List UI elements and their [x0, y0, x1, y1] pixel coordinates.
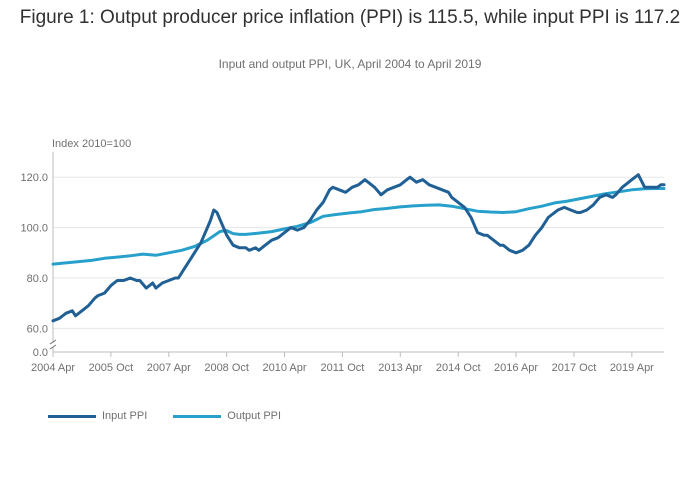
- legend-swatch: [173, 414, 222, 418]
- chart-subtitle: Input and output PPI, UK, April 2004 to …: [218, 57, 482, 71]
- y-tick-label: 0.0: [33, 347, 48, 359]
- x-tick-label: 2010 Apr: [263, 362, 307, 374]
- axis-break-mark: [49, 344, 57, 350]
- axes: 0.0 60.0 80.0 100.0 120.0 Index 2010=100 2004 …: [20, 138, 654, 374]
- x-tick-label: 2016 Apr: [494, 362, 538, 374]
- x-tick-label: 2004 Apr: [31, 362, 75, 374]
- legend-label: Input PPI: [102, 410, 148, 422]
- x-tick-label: 2007 Apr: [147, 362, 191, 374]
- legend-item-input-ppi[interactable]: Input PPI: [48, 410, 147, 422]
- axis-break-mark: [49, 339, 57, 345]
- legend: Input PPI Output PPI: [48, 410, 307, 422]
- x-tick-label: 2011 Oct: [321, 362, 365, 374]
- x-tick-label: 2014 Oct: [436, 362, 481, 374]
- x-tick-label: 2017 Oct: [552, 362, 597, 374]
- y-tick-label: 100.0: [20, 223, 48, 235]
- x-tick-label: 2013 Apr: [378, 362, 422, 374]
- series-lines: [51, 173, 666, 323]
- series-line-output-ppi: [51, 187, 666, 266]
- legend-swatch: [48, 414, 96, 418]
- series-line-input-ppi: [51, 173, 666, 323]
- y-tick-label: 120.0: [20, 172, 48, 184]
- legend-label: Output PPI: [227, 410, 282, 422]
- legend-item-output-ppi[interactable]: Output PPI: [173, 410, 281, 422]
- gridlines: [53, 176, 664, 353]
- y-tick-label: 80.0: [27, 273, 48, 285]
- x-tick-label: 2019 Apr: [610, 362, 654, 374]
- axis-break-gap: [50, 343, 56, 347]
- chart-title: Figure 1: Output producer price inflatio…: [19, 7, 681, 28]
- x-tick-label: 2005 Oct: [89, 362, 134, 374]
- y-axis-title: Index 2010=100: [52, 138, 131, 150]
- y-tick-label: 60.0: [27, 323, 48, 335]
- x-tick-label: 2008 Oct: [204, 362, 249, 374]
